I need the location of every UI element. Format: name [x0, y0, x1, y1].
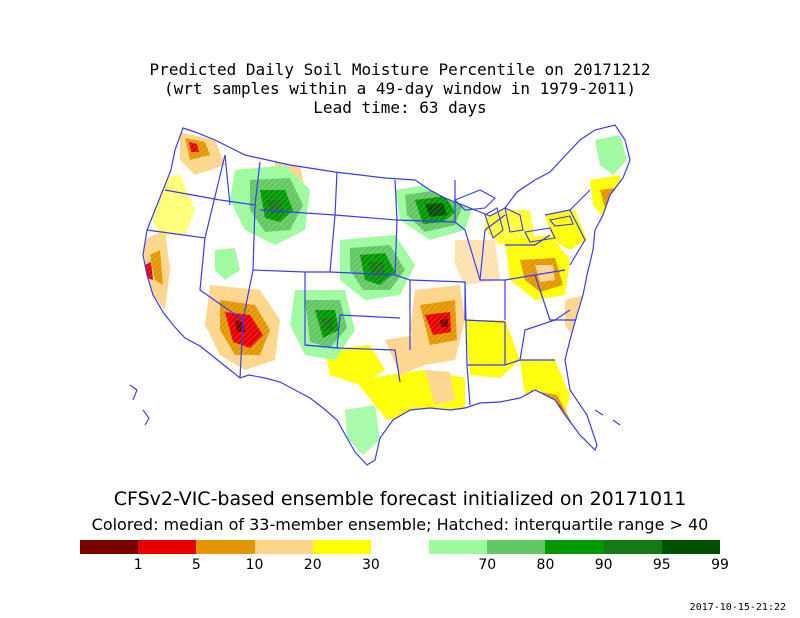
colorbar-tick-label: 80: [536, 557, 555, 573]
colorbar-swatch: [603, 540, 663, 554]
colorbar-tick-label: 10: [245, 557, 264, 573]
soil-moisture-map: [125, 120, 660, 490]
colorbar-swatch: [138, 540, 197, 554]
colorbar-tick-label: 90: [594, 557, 613, 573]
timestamp: 2017-10-15-21:22: [689, 602, 786, 613]
colorbar-swatch: [196, 540, 256, 554]
colorbar-swatch: [80, 540, 139, 554]
title-line-3: Lead time: 63 days: [313, 98, 487, 117]
colorbar-tick-label: 95: [652, 557, 671, 573]
colorbar-swatch: [545, 540, 605, 554]
state-boundaries: [142, 124, 631, 466]
lakes-and-islands: [129, 189, 621, 426]
colorbar-swatch: [254, 540, 314, 554]
legend-description: Colored: median of 33-member ensemble; H…: [91, 515, 709, 534]
colorbar-tick-label: 99: [711, 557, 729, 573]
colorbar-tick-label: 5: [191, 557, 201, 573]
colorbar-tick-label: 20: [303, 557, 322, 573]
forecast-subtitle: CFSv2-VIC-based ensemble forecast initia…: [113, 488, 687, 510]
colorbar-swatch: [370, 540, 430, 554]
colorbar-swatch: [487, 540, 546, 554]
colorbar: [80, 540, 721, 554]
colorbar-swatch: [661, 540, 721, 554]
title-line-1: Predicted Daily Soil Moisture Percentile…: [149, 60, 651, 79]
title-line-2: (wrt samples within a 49-day window in 1…: [163, 79, 636, 98]
colorbar-tick-label: 1: [133, 557, 143, 573]
colorbar-tick-label: 70: [478, 557, 497, 573]
map-canvas: [129, 124, 631, 466]
map-title: Predicted Daily Soil Moisture Percentile…: [0, 60, 800, 117]
colorbar-tick-label: 30: [361, 557, 380, 573]
colorbar-swatch: [312, 540, 372, 554]
colorbar-swatch: [429, 540, 488, 554]
